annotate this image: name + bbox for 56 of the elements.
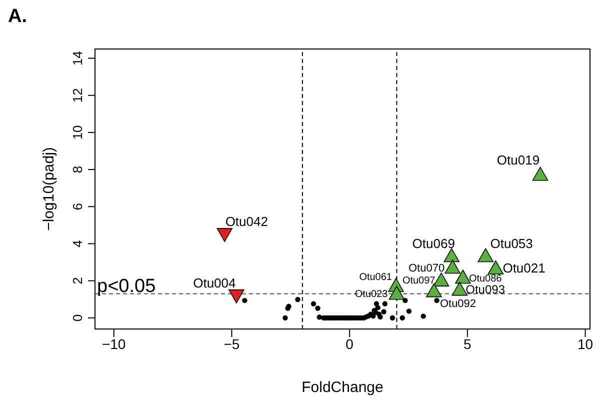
x-axis-title: FoldChange xyxy=(302,379,384,396)
point xyxy=(455,270,471,284)
y-axis-title: −log10(padj) xyxy=(40,147,58,231)
point xyxy=(532,166,548,181)
annotation: Otu070 xyxy=(408,262,445,275)
ref-line-label: p<0.05 xyxy=(97,276,156,297)
x-tick-label: −5 xyxy=(224,336,240,352)
point xyxy=(478,248,494,262)
annotation: Otu023 xyxy=(354,288,388,300)
annotation: Otu019 xyxy=(496,152,540,168)
annotation: Otu053 xyxy=(490,236,533,252)
point xyxy=(228,289,244,304)
annotation: Otu093 xyxy=(466,282,506,297)
x-tick-label: 5 xyxy=(464,336,472,352)
point xyxy=(433,272,450,286)
y-tick-label: 6 xyxy=(70,203,85,210)
point xyxy=(390,315,396,320)
point xyxy=(310,301,316,306)
point xyxy=(426,283,442,298)
y-tick-label: 0 xyxy=(70,314,85,322)
annotation: Otu069 xyxy=(412,236,455,252)
annotation: Otu092 xyxy=(440,298,476,310)
chart-title: A. xyxy=(8,6,27,28)
point xyxy=(434,298,440,304)
point xyxy=(242,298,248,304)
x-tick-label: 0 xyxy=(346,336,354,352)
point xyxy=(444,260,460,274)
point xyxy=(378,314,383,320)
point xyxy=(282,315,288,320)
y-tick-label: 10 xyxy=(70,125,85,140)
annotation: Otu061 xyxy=(359,272,392,283)
annotation: Otu086 xyxy=(468,274,502,285)
y-tick-label: 12 xyxy=(70,88,85,103)
point xyxy=(382,301,388,306)
annotation: Otu097 xyxy=(402,275,436,286)
point xyxy=(295,296,300,302)
y-tick-label: 14 xyxy=(70,51,85,66)
x-tick-label: −10 xyxy=(102,336,126,352)
point xyxy=(400,315,405,320)
point xyxy=(420,314,426,319)
y-tick-label: 2 xyxy=(70,277,85,284)
point xyxy=(406,308,412,314)
annotation: Otu021 xyxy=(502,260,546,276)
point xyxy=(488,260,504,274)
y-tick-label: 8 xyxy=(70,166,85,174)
annotation: Otu004 xyxy=(193,275,236,290)
point xyxy=(381,309,386,314)
point xyxy=(452,282,468,296)
y-tick-label: 4 xyxy=(70,240,85,248)
x-tick-label: 10 xyxy=(577,336,594,352)
point xyxy=(388,286,405,300)
point xyxy=(375,305,380,310)
point xyxy=(315,306,320,311)
annotation: Otu042 xyxy=(225,214,268,230)
point xyxy=(444,248,460,262)
point xyxy=(370,313,376,319)
